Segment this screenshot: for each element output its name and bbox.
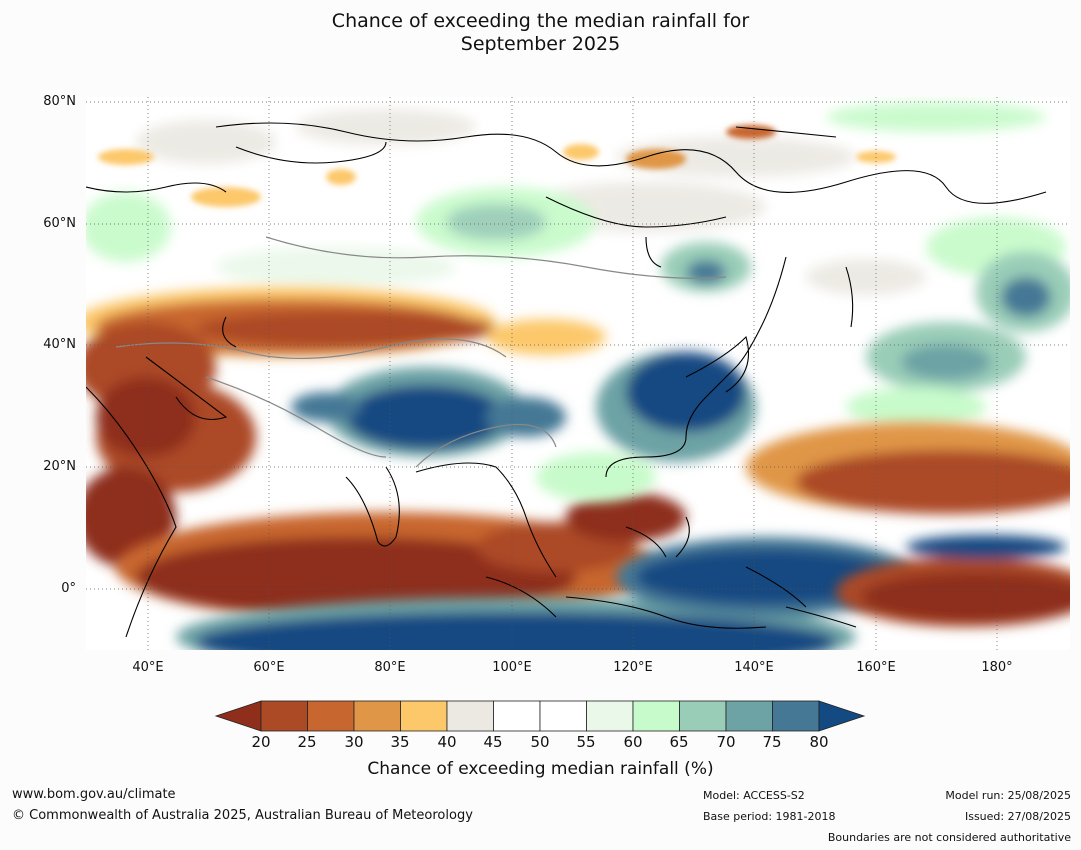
coastlines [86, 122, 1047, 638]
lon-label-160e: 160°E [856, 660, 896, 675]
colorbar-tick-label: 55 [576, 733, 596, 751]
colorbar-segment [679, 700, 727, 732]
footer-disclaimer: Boundaries are not considered authoritat… [827, 831, 1071, 844]
colorbar-tick-label: 40 [437, 733, 457, 751]
lat-label-60n: 60°N [43, 216, 76, 231]
colorbar-segment [400, 700, 448, 732]
colorbar-segment [586, 700, 634, 732]
lat-label-80n: 80°N [43, 94, 76, 109]
lat-label-0: 0° [61, 581, 76, 596]
colorbar-tick-label: 30 [344, 733, 364, 751]
south-asia-wet-patches [291, 352, 756, 502]
colorbar-tick-label: 50 [530, 733, 550, 751]
colorbar-tick-label: 45 [483, 733, 503, 751]
colorbar-tick-label: 60 [623, 733, 643, 751]
lat-label-20n: 20°N [43, 459, 76, 474]
lon-label-80e: 80°E [374, 660, 406, 675]
lon-label-100e: 100°E [492, 660, 532, 675]
lon-label-180: 180° [981, 660, 1013, 675]
colorbar-extend-high [818, 700, 866, 732]
colorbar-segment [539, 700, 587, 732]
colorbar-tick-label: 70 [716, 733, 736, 751]
footer-base-period: Base period: 1981-2018 [703, 810, 836, 823]
colorbar-segment [446, 700, 494, 732]
lon-label-140e: 140°E [734, 660, 774, 675]
colorbar-tick-label: 20 [251, 733, 271, 751]
country-borders [115, 236, 727, 468]
lat-label-40n: 40°N [43, 337, 76, 352]
colorbar-tick-label: 25 [297, 733, 317, 751]
footer-url[interactable]: www.bom.gov.au/climate [12, 787, 176, 802]
mid-latitude-wet-patches [661, 242, 1070, 427]
pacific-dry-band [746, 422, 1070, 627]
footer-issued: Issued: 27/08/2025 [964, 810, 1071, 823]
rainfall-map [86, 97, 1070, 650]
title-line-1: Chance of exceeding the median rainfall … [331, 10, 750, 32]
southern-wet-band [176, 537, 916, 650]
colorbar [214, 700, 866, 732]
colorbar-tick-label: 75 [762, 733, 782, 751]
colorbar-tick-label: 35 [390, 733, 410, 751]
title-line-2: September 2025 [460, 33, 621, 55]
colorbar-tick-label: 80 [809, 733, 829, 751]
colorbar-extend-low [214, 700, 262, 732]
footer-copyright: © Commonwealth of Australia 2025, Austra… [12, 808, 473, 823]
chart-title: Chance of exceeding the median rainfall … [0, 10, 1081, 56]
northern-noise [86, 102, 1066, 295]
gridlines [86, 97, 1070, 650]
colorbar-segment [725, 700, 773, 732]
colorbar-segment [307, 700, 355, 732]
colorbar-segment [493, 700, 541, 732]
arctic-dry-patches [98, 125, 896, 207]
colorbar-segment [632, 700, 680, 732]
colorbar-segment [353, 700, 401, 732]
lon-label-120e: 120°E [613, 660, 653, 675]
lon-label-40e: 40°E [132, 660, 164, 675]
footer-model: Model: ACCESS-S2 [703, 789, 805, 802]
colorbar-tick-label: 65 [669, 733, 689, 751]
footer-model-run: Model run: 25/08/2025 [945, 789, 1071, 802]
colorbar-title: Chance of exceeding median rainfall (%) [367, 759, 714, 779]
lon-label-60e: 60°E [253, 660, 285, 675]
colorbar-segment [260, 700, 308, 732]
indian-ocean-dry-band [116, 492, 686, 622]
colorbar-segment [772, 700, 820, 732]
